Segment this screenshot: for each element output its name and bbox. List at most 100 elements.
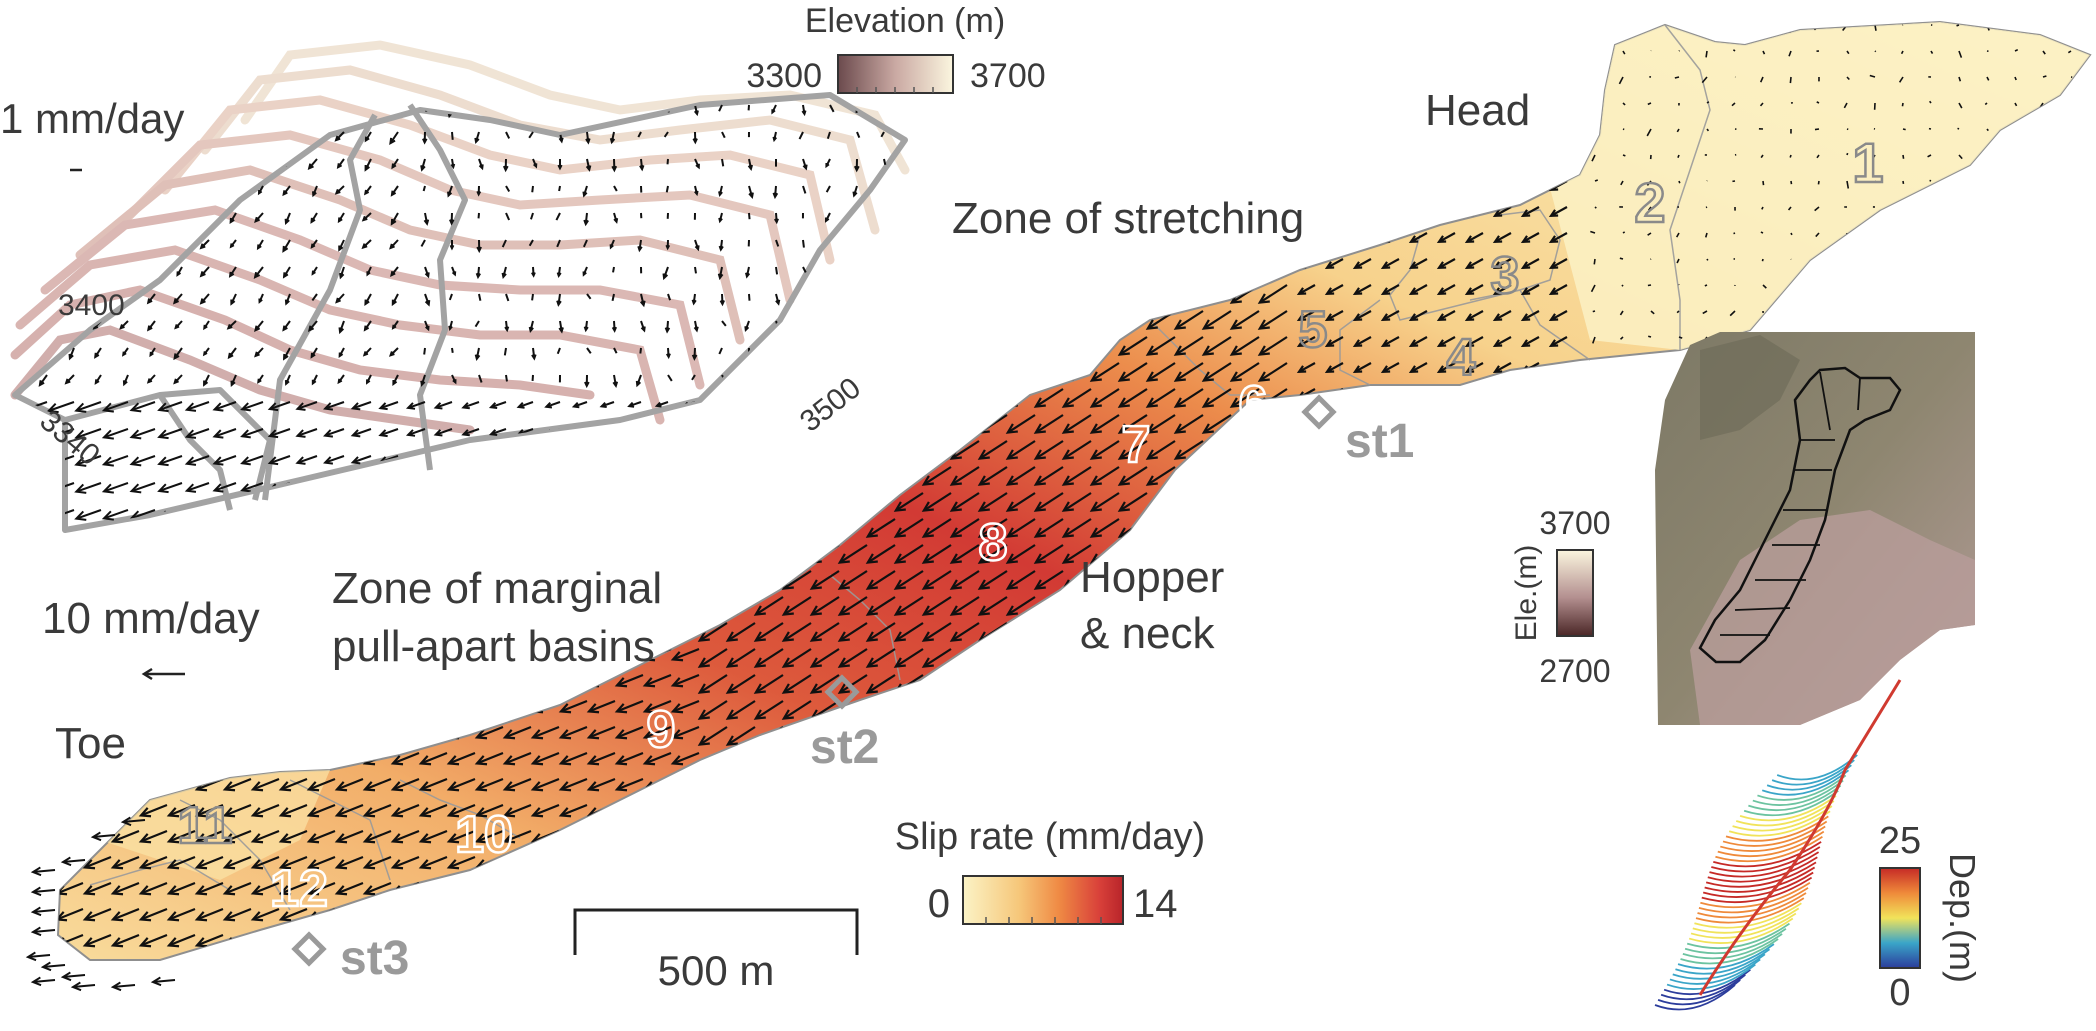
velocity-arrow [951,154,980,174]
velocity-arrowhead [1061,709,1074,720]
velocity-arrowhead [1005,735,1018,746]
velocity-arrowhead [1201,735,1214,746]
velocity-arrowhead [1352,495,1363,503]
velocity-arrowhead [39,162,45,168]
velocity-arrowhead [1229,683,1242,694]
velocity-arrowhead [682,428,689,435]
velocity-arrow [2014,492,2018,495]
velocity-arrowhead [58,651,68,662]
velocity-arrow [1550,128,1568,139]
velocity-arrow [392,543,420,557]
velocity-arrow [545,455,561,462]
velocity-arrow [616,751,644,765]
velocity-arrowhead [1033,553,1046,564]
velocity-arrowhead [502,365,516,376]
velocity-arrowhead [1089,735,1102,746]
velocity-arrowhead [306,521,320,532]
velocity-arrowhead [1492,495,1503,503]
velocity-arrowhead [58,79,68,90]
velocity-arrow [1035,154,1064,174]
velocity-arrow [979,544,1008,564]
velocity-arrow [1522,518,1540,529]
velocity-arrowhead [446,677,460,688]
velocity-arrowhead [1145,137,1158,148]
velocity-arrowhead [697,293,710,304]
velocity-arrow [1594,49,1598,52]
velocity-arrowhead [1324,677,1335,685]
velocity-arrowhead [82,79,96,90]
velocity-arrowhead [147,164,154,172]
velocity-arrow [1354,362,1372,373]
velocity-arrow [1203,752,1232,772]
velocity-arrow [573,482,588,489]
velocity-arrowhead [865,293,878,304]
velocity-arrow [2014,48,2019,52]
velocity-arrowhead [893,605,906,616]
velocity-arrowhead [166,53,180,64]
velocity-arrowhead [166,443,180,454]
velocity-arrowhead [1033,267,1046,278]
velocity-arrow [1647,284,1652,287]
velocity-arrowhead [1352,755,1363,763]
velocity-arrowhead [614,79,628,90]
velocity-arrow [112,179,140,193]
velocity-arrow [644,335,672,349]
velocity-arrow [755,388,784,408]
velocity-arrow [131,482,156,493]
velocity-arrow [923,648,952,668]
velocity-arrow [1705,804,1708,807]
velocity-arrow [420,829,448,843]
velocity-arrowhead [58,53,68,64]
velocity-arrowhead [166,27,180,38]
velocity-arrowhead [1380,365,1391,373]
velocity-arrow [140,465,168,479]
velocity-arrow [1678,180,1681,184]
velocity-arrowhead [1201,241,1214,252]
velocity-arrowhead [194,105,208,116]
velocity-arrowhead [725,553,738,564]
velocity-arrowhead [665,244,671,251]
velocity-arrow [504,361,532,375]
velocity-arrow [308,335,336,349]
contour-label-3400: 3400 [58,289,125,322]
velocity-arrow [727,24,756,44]
velocity-arrowhead [921,449,934,460]
velocity-arrow [2067,570,2072,578]
velocity-arrow [1929,100,1932,104]
velocity-arrow [699,830,728,850]
velocity-arrow [895,206,924,226]
velocity-arrowhead [1145,319,1158,330]
velocity-arrowhead [1520,755,1531,763]
velocity-arrowhead [1257,553,1270,564]
velocity-arrow [798,374,804,383]
velocity-arrowhead [18,430,32,441]
velocity-arrowhead [1005,111,1018,122]
velocity-arrowhead [449,219,455,226]
velocity-arrowhead [837,787,850,798]
velocity-arrow [1326,232,1344,243]
velocity-arrow [196,569,224,583]
velocity-arrow [1438,700,1456,711]
velocity-arrow [1119,700,1148,720]
velocity-arrow [1231,440,1260,460]
velocity-arrow [1874,310,1877,314]
velocity-arrow [1231,518,1260,538]
velocity-arrowhead [1380,651,1391,659]
velocity-arrowhead [391,299,397,307]
velocity-arrow [2039,284,2044,289]
velocity-arrow [829,320,834,328]
velocity-arrowhead [921,267,934,278]
velocity-arrowhead [1117,397,1130,408]
velocity-arrow [1147,154,1176,174]
velocity-arrow [364,673,392,687]
velocity-arrowhead [921,709,934,720]
velocity-arrowhead [949,345,962,356]
velocity-arrowhead [855,327,861,334]
velocity-arrowhead [1436,261,1447,269]
velocity-arrow [560,23,588,37]
velocity-arrow [1035,388,1064,408]
velocity-arrowhead [1492,79,1503,87]
velocity-arrow [1354,674,1372,685]
velocity-arrowhead [194,547,208,558]
velocity-arrowhead [250,27,264,38]
